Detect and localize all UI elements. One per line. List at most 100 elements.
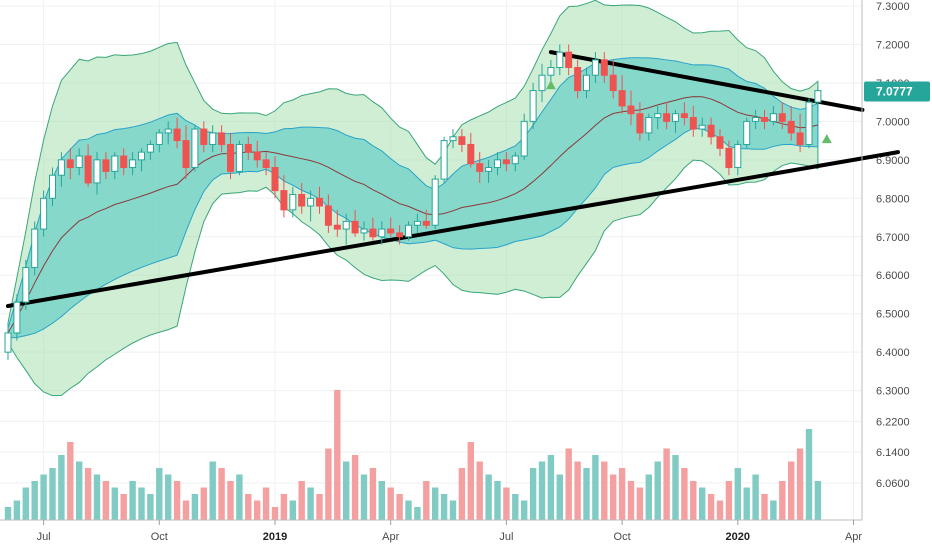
volume-bar (93, 474, 101, 520)
volume-bar (4, 507, 12, 520)
candle-body (716, 136, 724, 149)
candle-body (698, 124, 706, 130)
volume-bar (102, 481, 110, 520)
volume-bar (147, 494, 154, 520)
time-tick-label: 2019 (263, 531, 287, 543)
candle-body (111, 155, 119, 172)
volume-bar (307, 487, 314, 520)
candle-body (538, 74, 546, 92)
candle-body (663, 113, 671, 122)
volume-bar (565, 448, 572, 520)
volume-bar (734, 468, 741, 520)
candle-body (431, 178, 439, 226)
candle-body (378, 228, 386, 238)
volume-bar (40, 474, 47, 520)
volume-bar (414, 507, 421, 520)
volume-bar (725, 481, 733, 520)
price-tick-label: 6.2200 (876, 416, 910, 428)
volume-bar (165, 474, 172, 520)
volume-bar (76, 461, 83, 520)
price-tick-label: 7.2000 (876, 39, 910, 51)
volume-bar (369, 468, 377, 520)
volume-bar (49, 468, 56, 520)
candle-body (583, 74, 590, 92)
volume-bar (200, 487, 207, 520)
candle-body (209, 132, 217, 145)
price-axis[interactable]: 7.30007.20007.10007.00006.90006.80006.70… (876, 1, 910, 490)
volume-bar (583, 468, 590, 520)
buy-signal-marker (545, 80, 556, 90)
price-tick-label: 6.8000 (876, 193, 910, 205)
price-tick-label: 6.3000 (876, 386, 910, 398)
candle-body (387, 228, 395, 234)
volume-bar (218, 468, 225, 520)
candle-body (645, 117, 653, 134)
volume-bar (254, 500, 261, 520)
candle-body (138, 151, 145, 161)
candle-body (485, 167, 493, 172)
volume-bar (120, 494, 127, 520)
candle-body (494, 159, 501, 169)
candle-body (307, 197, 315, 207)
price-tick-label: 6.7000 (876, 232, 910, 244)
volume-bar (209, 461, 216, 520)
volume-bar (173, 481, 181, 520)
volume-bar (618, 468, 626, 520)
volume-bar (529, 468, 537, 520)
volume-bar (467, 442, 474, 520)
candle-body (129, 159, 137, 169)
volume-bar (31, 481, 38, 520)
volume-bar (743, 487, 750, 520)
volume-bar (13, 500, 21, 520)
volume-bar (627, 481, 635, 520)
volume-bar (636, 487, 644, 520)
volume-bar (298, 481, 305, 520)
candle-body (725, 147, 733, 169)
time-tick-label: Apr (845, 531, 862, 543)
bollinger-bands (7, 0, 819, 397)
volume-bar (512, 494, 519, 520)
price-tick-label: 7.3000 (876, 1, 910, 13)
volume-bar (476, 461, 483, 520)
candle-body (155, 132, 163, 145)
volume-bar (494, 481, 501, 520)
time-tick-label: Oct (614, 531, 631, 543)
volume-bar (343, 461, 350, 520)
candle-body (440, 140, 448, 180)
time-tick-label: Jul (37, 531, 51, 543)
candle-body (31, 228, 39, 269)
candle-body (591, 59, 599, 76)
candle-body (75, 155, 83, 169)
candle-body (618, 90, 626, 107)
candle-body (654, 113, 662, 119)
candle-body (672, 113, 679, 122)
time-axis[interactable]: Jul Oct 2019 Apr Jul Oct 2020 Apr (37, 520, 863, 543)
time-tick-label: 2020 (726, 531, 750, 543)
time-tick-label: Oct (151, 531, 168, 543)
volume-bar (129, 481, 136, 520)
candle-body (57, 159, 65, 176)
volume-bar (547, 455, 555, 520)
volume-bar (574, 461, 581, 520)
candle-body (218, 132, 226, 145)
volume-bar (360, 474, 368, 520)
candle-body (13, 301, 21, 334)
volume-bar (716, 500, 724, 520)
volume-bar (378, 481, 385, 520)
candle-body (413, 220, 421, 226)
candle-body (556, 51, 564, 69)
candle-body (200, 128, 208, 145)
volume-bar (245, 494, 252, 520)
volume-bar (236, 474, 243, 520)
candle-body (244, 143, 252, 153)
candle-body (280, 190, 288, 211)
candle-body (120, 155, 128, 169)
candle-body (476, 163, 484, 172)
volume-bar (752, 474, 759, 520)
candle-body (778, 113, 786, 122)
candle-body (529, 90, 537, 122)
candle-body (324, 205, 332, 226)
candle-body (805, 101, 813, 145)
candle-body (636, 113, 644, 134)
volume-bar (325, 448, 332, 520)
